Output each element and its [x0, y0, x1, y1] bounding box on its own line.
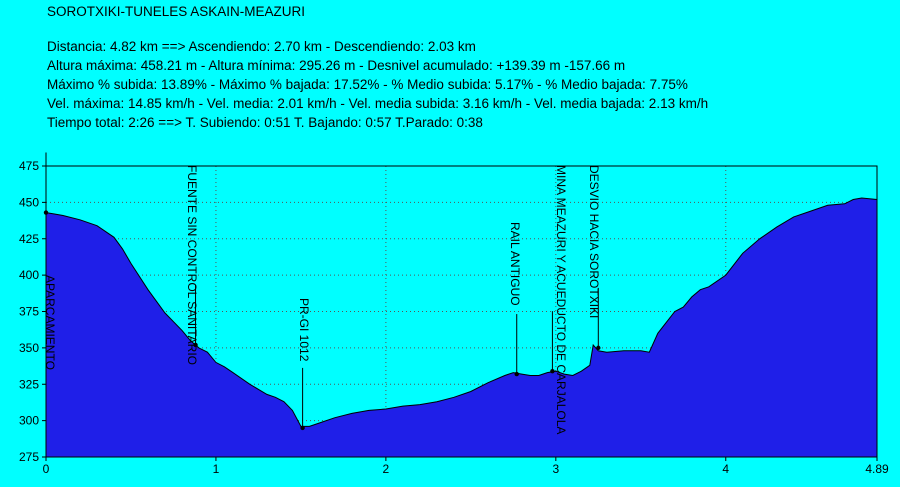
annotation-label: APARCAMIENTO [43, 275, 57, 370]
elevation-fill [46, 198, 877, 457]
annotation-label: PR-GI 1012 [297, 298, 311, 362]
annotation-label: RAIL ANTIGUO [508, 222, 522, 306]
y-tick-label: 275 [19, 450, 39, 464]
annotation-label: MINA MEAZURI Y ACUEDUCTO DE CARJALOLA [554, 165, 568, 434]
x-tick-label: 2 [383, 462, 390, 476]
annotation-dot [514, 371, 519, 377]
y-tick-label: 350 [19, 341, 39, 355]
stat-altitude: Altura máxima: 458.21 m - Altura mínima:… [47, 58, 626, 73]
y-tick-label: 325 [19, 377, 39, 391]
x-tick-label: 1 [213, 462, 220, 476]
y-tick-label: 425 [19, 232, 39, 246]
stat-time: Tiempo total: 2:26 ==> T. Subiendo: 0:51… [47, 115, 483, 130]
annotation-label: FUENTE SIN CONTROL SANITARIO [185, 165, 199, 365]
chart-header: SOROTXIKI-TUNELES ASKAIN-MEAZURI Distanc… [47, 4, 708, 132]
chart-title: SOROTXIKI-TUNELES ASKAIN-MEAZURI [47, 4, 306, 19]
y-tick-label: 475 [19, 159, 39, 173]
elevation-area [45, 197, 878, 457]
stat-slope: Máximo % subida: 13.89% - Máximo % bajad… [47, 77, 688, 92]
stat-speed: Vel. máxima: 14.85 km/h - Vel. media: 2.… [47, 96, 709, 111]
y-tick-label: 400 [19, 268, 39, 282]
x-tick-label: 4 [722, 462, 729, 476]
y-tick-label: 375 [19, 305, 39, 319]
annotation-dot [596, 345, 601, 351]
elevation-line [45, 197, 878, 427]
x-tick-label: 3 [552, 462, 559, 476]
waypoint-annotations: APARCAMIENTO FUENTE SIN CONTROL SANITARIO… [43, 152, 601, 434]
x-tick-label: 0 [43, 462, 50, 476]
x-tick-label: 4.89 [865, 462, 889, 476]
y-tick-label: 300 [19, 414, 39, 428]
axes: 275 300 325 350 375 400 425 450 475 0 1 2 3 4 4.89 [19, 159, 889, 476]
annotation-label: DESVIO HACIA SOROTXIKI [587, 165, 601, 318]
annotation-dot [193, 342, 198, 348]
annotation-dot [550, 368, 555, 374]
y-tick-label: 450 [19, 195, 39, 209]
stat-distance: Distancia: 4.82 km ==> Ascendiendo: 2.70… [47, 39, 476, 54]
annotation-dot [300, 425, 305, 431]
